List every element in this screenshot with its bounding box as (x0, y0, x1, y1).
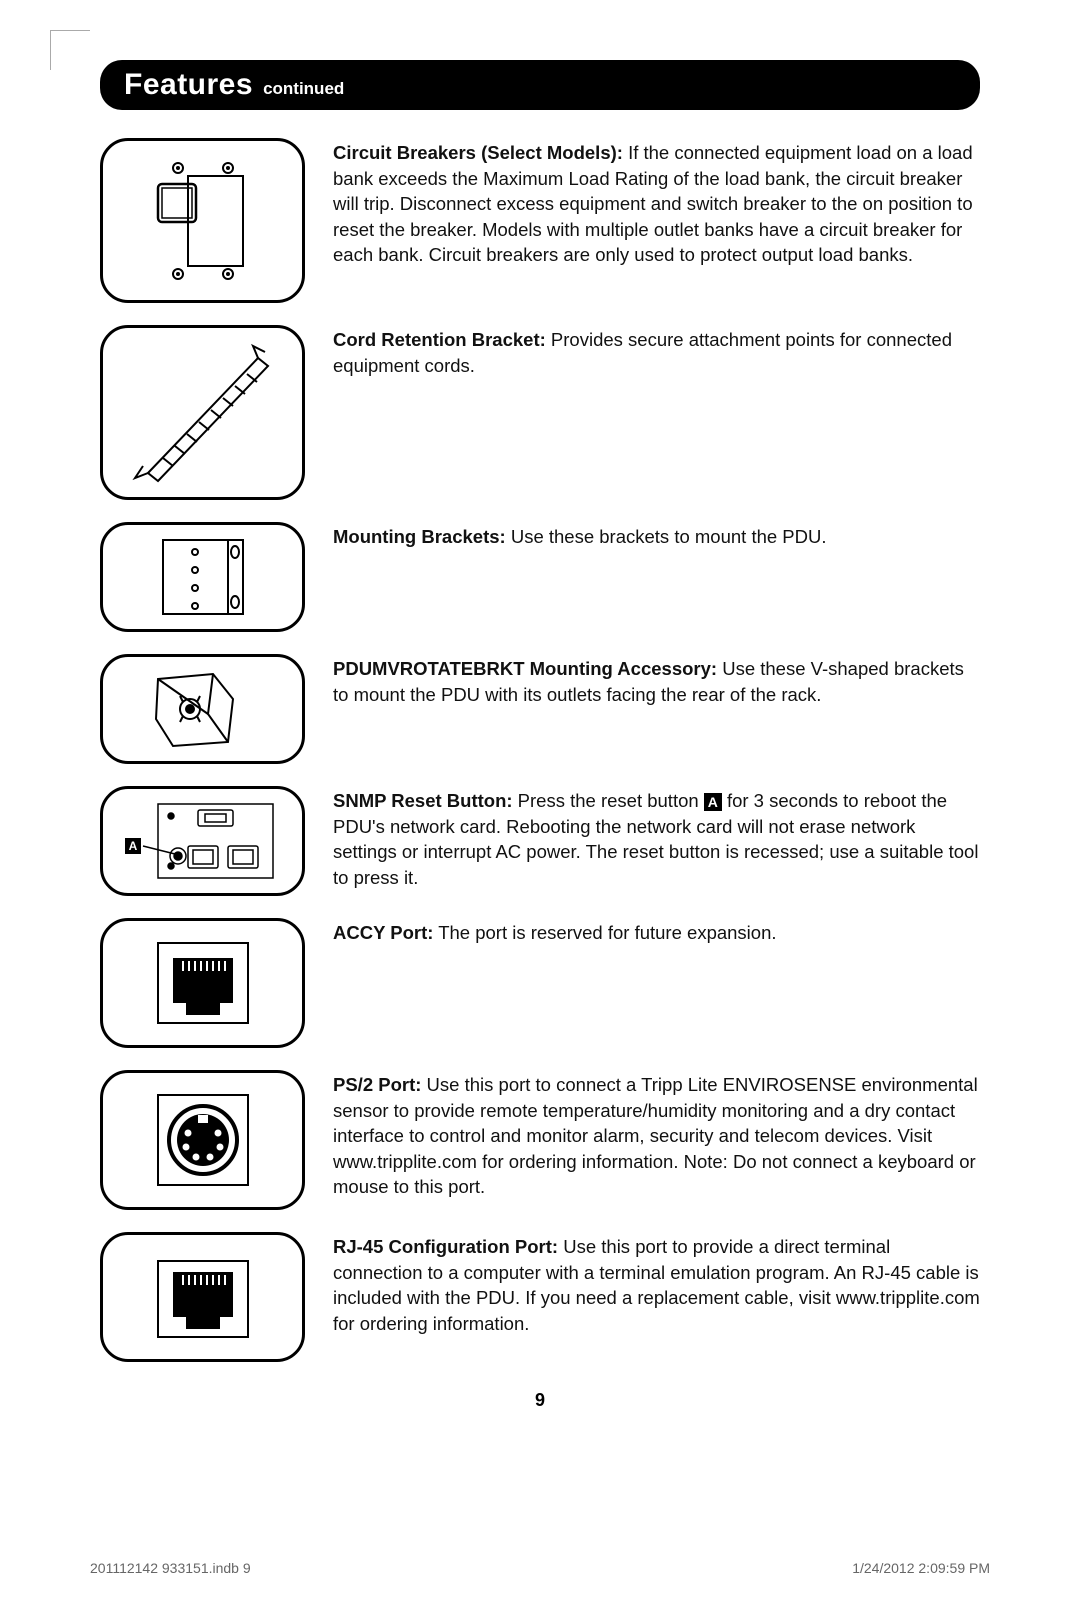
header-title: Features (124, 68, 253, 102)
feature-text: PS/2 Port: Use this port to connect a Tr… (333, 1070, 980, 1200)
feature-bold: SNMP Reset Button: (333, 790, 513, 811)
feature-text: SNMP Reset Button: Press the reset butto… (333, 786, 980, 890)
feature-row: Cord Retention Bracket: Provides secure … (100, 325, 980, 500)
feature-row: Mounting Brackets: Use these brackets to… (100, 522, 980, 632)
cord-retention-icon (100, 325, 305, 500)
feature-bold: RJ-45 Configuration Port: (333, 1236, 558, 1257)
feature-bold: PDUMVROTATEBRKT Mounting Accessory: (333, 658, 717, 679)
accy-port-icon (100, 918, 305, 1048)
feature-row: PS/2 Port: Use this port to connect a Tr… (100, 1070, 980, 1210)
feature-text: PDUMVROTATEBRKT Mounting Accessory: Use … (333, 654, 980, 707)
footer-right: 1/24/2012 2:09:59 PM (852, 1560, 990, 1576)
feature-bold: Cord Retention Bracket: (333, 329, 546, 350)
feature-row: ACCY Port: The port is reserved for futu… (100, 918, 980, 1048)
svg-text:A: A (128, 839, 137, 853)
feature-text: ACCY Port: The port is reserved for futu… (333, 918, 980, 946)
rj45-port-icon (100, 1232, 305, 1362)
circuit-breaker-icon (100, 138, 305, 303)
section-header: Features continued (100, 60, 980, 110)
feature-text: Mounting Brackets: Use these brackets to… (333, 522, 980, 550)
snmp-reset-icon: A (100, 786, 305, 896)
feature-row: PDUMVROTATEBRKT Mounting Accessory: Use … (100, 654, 980, 764)
feature-bold: Circuit Breakers (Select Models): (333, 142, 623, 163)
ps2-port-icon (100, 1070, 305, 1210)
feature-bold: ACCY Port: (333, 922, 433, 943)
feature-body: Use this port to connect a Tripp Lite EN… (333, 1074, 978, 1197)
feature-body-pre: Press the reset button (513, 790, 704, 811)
feature-text: Circuit Breakers (Select Models): If the… (333, 138, 980, 268)
feature-bold: PS/2 Port: (333, 1074, 421, 1095)
feature-text: Cord Retention Bracket: Provides secure … (333, 325, 980, 378)
header-subtitle: continued (263, 79, 344, 99)
feature-body: Use these brackets to mount the PDU. (506, 526, 827, 547)
feature-row: Circuit Breakers (Select Models): If the… (100, 138, 980, 303)
crop-marks (50, 30, 90, 70)
page-footer: 201112142 933151.indb 9 1/24/2012 2:09:5… (90, 1560, 990, 1576)
feature-text: RJ-45 Configuration Port: Use this port … (333, 1232, 980, 1336)
feature-row: A SNMP Reset Button: Press the reset but… (100, 786, 980, 896)
mounting-bracket-icon (100, 522, 305, 632)
footer-left: 201112142 933151.indb 9 (90, 1560, 251, 1576)
marker-a-icon: A (704, 793, 722, 811)
feature-bold: Mounting Brackets: (333, 526, 506, 547)
feature-rows: Circuit Breakers (Select Models): If the… (100, 138, 980, 1362)
feature-row: RJ-45 Configuration Port: Use this port … (100, 1232, 980, 1362)
rotate-bracket-icon (100, 654, 305, 764)
page-number: 9 (100, 1390, 980, 1411)
feature-body: The port is reserved for future expansio… (433, 922, 776, 943)
page-content: Features continued Ci (100, 60, 980, 1411)
